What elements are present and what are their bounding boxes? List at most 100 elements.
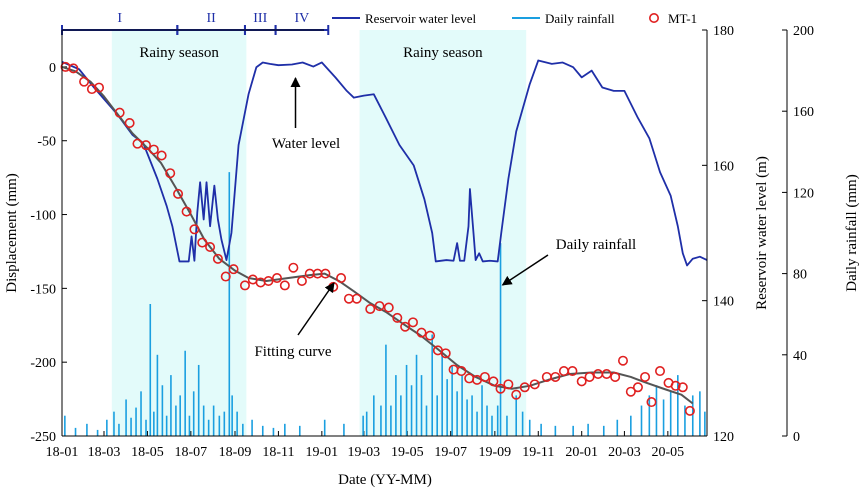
left-axis-title: Displacement (mm) <box>4 173 20 293</box>
x-tick-label-5: 18-11 <box>262 445 294 460</box>
mt1-point-42 <box>425 330 436 341</box>
right2-tick-label-0: 0 <box>793 430 800 445</box>
mt1-point-18 <box>220 271 231 282</box>
mt1-point-1 <box>68 63 79 74</box>
left-tick-label-1: -50 <box>37 135 56 150</box>
mt1-point-46 <box>456 366 467 377</box>
mt1-point-11 <box>165 168 176 179</box>
rainy-season-label-1: Rainy season <box>139 45 219 61</box>
mt1-point-59 <box>567 366 578 377</box>
rainy-season-band-1 <box>111 30 247 436</box>
mt1-point-62 <box>593 368 604 379</box>
right1-axis-title: Reservoir water level (m) <box>754 156 770 310</box>
rainfall-series <box>64 172 706 436</box>
x-tick-label-7: 19-03 <box>348 445 381 460</box>
mt1-point-35 <box>365 304 376 315</box>
stage-label-3: IV <box>295 11 310 26</box>
x-tick-label-6: 19-01 <box>306 445 339 460</box>
x-tick-label-10: 19-09 <box>479 445 512 460</box>
mt1-point-20 <box>239 280 250 291</box>
mt1-point-57 <box>550 371 561 382</box>
mt1-point-54 <box>519 382 530 393</box>
legend-label-water-level: Reservoir water level <box>365 11 477 26</box>
mt1-point-61 <box>584 371 595 382</box>
mt1-point-3 <box>86 84 97 95</box>
fitting-curve-arrow <box>297 282 335 336</box>
mt1-point-6 <box>124 118 135 129</box>
mt1-point-74 <box>684 405 695 416</box>
rainy-season-label-2: Rainy season <box>403 45 483 61</box>
x-tick-label-1: 18-03 <box>88 445 121 460</box>
mt1-point-68 <box>640 371 651 382</box>
mt1-point-37 <box>383 302 394 313</box>
mt1-point-39 <box>400 321 411 332</box>
x-tick-label-0: 18-01 <box>46 445 79 460</box>
x-tick-label-9: 19-07 <box>434 445 467 460</box>
mt1-point-72 <box>670 380 681 391</box>
annotations: Water level Daily rainfall Fitting curve <box>254 77 636 360</box>
mt1-point-50 <box>488 376 499 387</box>
right2-tick-label-3: 120 <box>793 186 814 201</box>
mt1-point-58 <box>558 366 569 377</box>
right1-tick-label-3: 180 <box>713 24 734 39</box>
x-tick-label-3: 18-07 <box>175 445 208 460</box>
mt1-point-2 <box>79 76 90 87</box>
mt1-point-5 <box>114 107 125 118</box>
x-axis-title: Date (YY-MM) <box>338 472 432 488</box>
x-tick-label-12: 20-01 <box>565 445 598 460</box>
mt1-point-70 <box>655 366 666 377</box>
x-tick-label-8: 19-05 <box>391 445 424 460</box>
mt1-point-49 <box>479 371 490 382</box>
x-tick-label-2: 18-05 <box>131 445 164 460</box>
mt1-point-26 <box>288 262 299 273</box>
mt1-point-51 <box>495 383 506 394</box>
left-tick-label-4: -200 <box>30 356 56 371</box>
left-tick-label-0: 0 <box>49 61 56 76</box>
mt1-point-60 <box>576 376 587 387</box>
mt1-point-32 <box>336 273 347 284</box>
mt1-point-38 <box>392 312 403 323</box>
mt1-point-36 <box>374 301 385 312</box>
right2-tick-label-2: 80 <box>793 268 807 283</box>
left-tick-label-3: -150 <box>30 282 56 297</box>
mt1-point-63 <box>601 368 612 379</box>
mt1-point-25 <box>279 280 290 291</box>
mt1-point-73 <box>677 382 688 393</box>
legend-swatch-mt1 <box>648 13 659 23</box>
right1-tick-label-0: 120 <box>713 430 734 445</box>
stage-label-1: II <box>206 11 216 26</box>
daily-rainfall-arrow <box>501 254 549 286</box>
mt1-point-52 <box>503 379 514 390</box>
mt1-point-14 <box>189 224 200 235</box>
axes-frame <box>61 29 788 437</box>
mt1-point-17 <box>212 253 223 264</box>
right2-tick-label-1: 40 <box>793 349 807 364</box>
stage-label-0: I <box>117 11 122 26</box>
mt1-point-64 <box>610 371 621 382</box>
mt1-point-10 <box>156 150 167 161</box>
legend: Reservoir water level Daily rainfall MT-1 <box>332 11 697 26</box>
mt1-point-24 <box>271 273 282 284</box>
right2-tick-label-4: 160 <box>793 105 814 120</box>
legend-label-mt1: MT-1 <box>668 11 697 26</box>
mt1-point-30 <box>320 268 331 279</box>
x-tick-label-4: 18-09 <box>219 445 252 460</box>
tick-labels: 18-01 18-03 18-05 18-07 18-09 18-11 19-01 19-03… <box>30 24 814 460</box>
x-tick-label-11: 19-11 <box>522 445 554 460</box>
mt1-point-55 <box>529 379 540 390</box>
legend-label-rainfall: Daily rainfall <box>545 11 615 26</box>
mt1-point-12 <box>173 188 184 199</box>
mt1-point-15 <box>197 237 208 248</box>
right1-tick-label-2: 160 <box>713 159 734 174</box>
mt1-point-41 <box>416 327 427 338</box>
mt1-point-69 <box>646 397 657 408</box>
left-tick-label-5: -250 <box>30 430 56 445</box>
mt1-point-67 <box>632 382 643 393</box>
fitting-curve-annotation: Fitting curve <box>254 344 331 360</box>
stage-label-2: III <box>253 11 267 26</box>
mt1-point-9 <box>148 144 159 155</box>
x-tick-label-14: 20-05 <box>652 445 685 460</box>
left-tick-label-2: -100 <box>30 209 56 224</box>
mt1-point-8 <box>141 140 152 151</box>
